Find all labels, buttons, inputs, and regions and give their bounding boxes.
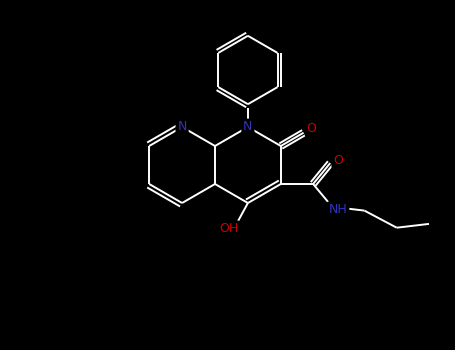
Text: OH: OH (219, 222, 238, 236)
Text: O: O (333, 154, 343, 167)
Text: NH: NH (329, 203, 348, 216)
Text: O: O (307, 122, 317, 135)
Text: N: N (177, 120, 187, 133)
Text: N: N (243, 120, 253, 133)
